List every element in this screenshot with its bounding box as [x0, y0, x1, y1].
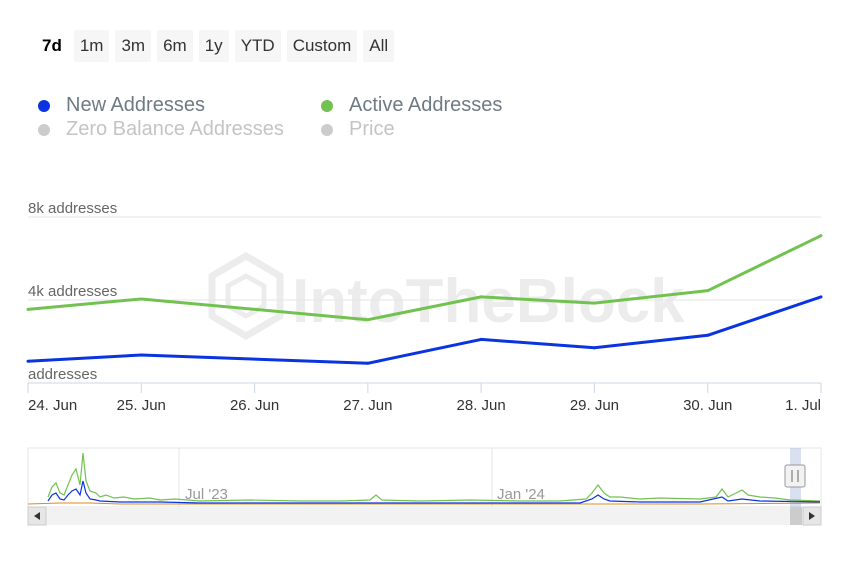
x-axis: 24. Jun 25. Jun 26. Jun 27. Jun 28. Jun 29. J…: [27, 382, 822, 414]
range-button-all[interactable]: All: [363, 30, 395, 62]
data-point[interactable]: [479, 295, 483, 299]
range-selector: 7d 1m 3m 6m 1y YTD Custom All: [36, 30, 395, 62]
navigator-active-line: [47, 452, 821, 502]
x-tick-label: 1. Jul: [785, 397, 821, 414]
x-tick-label: 27. Jun: [343, 397, 392, 414]
main-chart: IntoTheBlock addresses 4k addresses 8k add…: [26, 200, 823, 414]
range-button-custom[interactable]: Custom: [286, 30, 358, 62]
navigator-label: Jan '24: [497, 486, 545, 503]
data-point[interactable]: [706, 333, 710, 337]
data-point[interactable]: [26, 359, 30, 363]
data-point[interactable]: [366, 318, 370, 322]
scroll-right-button[interactable]: [802, 506, 822, 526]
legend-label: Zero Balance Addresses: [66, 118, 284, 140]
legend-dot-icon: [321, 123, 333, 136]
y-tick-label: 4k addresses: [28, 283, 117, 300]
data-point[interactable]: [366, 361, 370, 365]
navigator-other-line: [27, 502, 821, 505]
x-tick-label: 25. Jun: [117, 397, 166, 414]
navigator[interactable]: Jul '23 Jan '24: [0, 445, 850, 535]
legend-dot-icon: [321, 99, 333, 112]
watermark-text: IntoTheBlock: [292, 267, 685, 336]
range-button-ytd[interactable]: YTD: [234, 30, 281, 62]
data-point[interactable]: [26, 307, 30, 311]
data-point[interactable]: [139, 353, 143, 357]
y-tick-label: 8k addresses: [28, 200, 117, 217]
data-point[interactable]: [819, 295, 823, 299]
y-axis: addresses 4k addresses 8k addresses: [28, 200, 117, 383]
scroll-left-button[interactable]: [27, 506, 47, 526]
legend-dot-icon: [38, 123, 50, 136]
navigator-handle[interactable]: [784, 464, 806, 488]
scrollbar-thumb[interactable]: [790, 507, 802, 525]
data-point[interactable]: [706, 289, 710, 293]
legend-item[interactable]: Price: [321, 118, 395, 141]
range-button-1m[interactable]: 1m: [73, 30, 110, 62]
y-tick-label: addresses: [28, 366, 97, 383]
data-point[interactable]: [479, 337, 483, 341]
x-tick-label: 29. Jun: [570, 397, 619, 414]
legend-item[interactable]: Zero Balance Addresses: [38, 118, 284, 141]
watermark: IntoTheBlock: [208, 251, 685, 341]
watermark-logo-icon: [208, 251, 284, 341]
range-button-1y[interactable]: 1y: [198, 30, 229, 62]
range-button-7d[interactable]: 7d: [36, 30, 68, 62]
navigator-new-line: [47, 480, 821, 504]
arrow-right-icon: [809, 512, 815, 520]
x-tick-label: 30. Jun: [683, 397, 732, 414]
legend-item[interactable]: New Addresses: [38, 94, 205, 117]
arrow-left-icon: [34, 512, 40, 520]
scrollbar-track[interactable]: [28, 507, 821, 525]
data-point[interactable]: [819, 234, 823, 238]
legend-label: Active Addresses: [349, 94, 503, 116]
range-button-3m[interactable]: 3m: [115, 30, 152, 62]
x-tick-label: 24. Jun: [28, 397, 77, 414]
navigator-label: Jul '23: [185, 486, 228, 503]
legend-label: Price: [349, 118, 395, 140]
data-point[interactable]: [139, 297, 143, 301]
legend-label: New Addresses: [66, 94, 205, 116]
legend-item[interactable]: Active Addresses: [321, 94, 502, 117]
data-point[interactable]: [592, 301, 596, 305]
navigator-background: [27, 447, 822, 508]
range-button-6m[interactable]: 6m: [157, 30, 193, 62]
x-tick-label: 26. Jun: [230, 397, 279, 414]
x-tick-label: 28. Jun: [457, 397, 506, 414]
data-point[interactable]: [592, 346, 596, 350]
legend-dot-icon: [38, 99, 50, 112]
series: [26, 234, 823, 365]
